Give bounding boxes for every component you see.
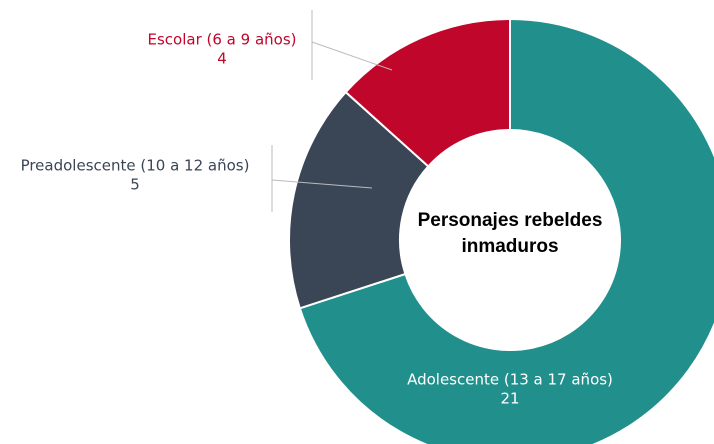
leader-line: [271, 179, 373, 189]
slice-value: 5: [130, 176, 140, 194]
slice-label: Preadolescente (10 a 12 años): [21, 157, 250, 175]
donut-slice: [344, 17, 511, 168]
leader-line: [311, 41, 393, 71]
slice-label: Escolar (6 a 9 años): [148, 31, 297, 49]
slice-value: 4: [217, 50, 227, 68]
slice-label: Adolescente (13 a 17 años): [407, 371, 613, 389]
donut-slice: [298, 17, 714, 444]
slice-value: 21: [500, 390, 519, 408]
center-title: Personajes rebeldes inmaduros: [417, 210, 603, 257]
donut-slice: [288, 90, 430, 310]
